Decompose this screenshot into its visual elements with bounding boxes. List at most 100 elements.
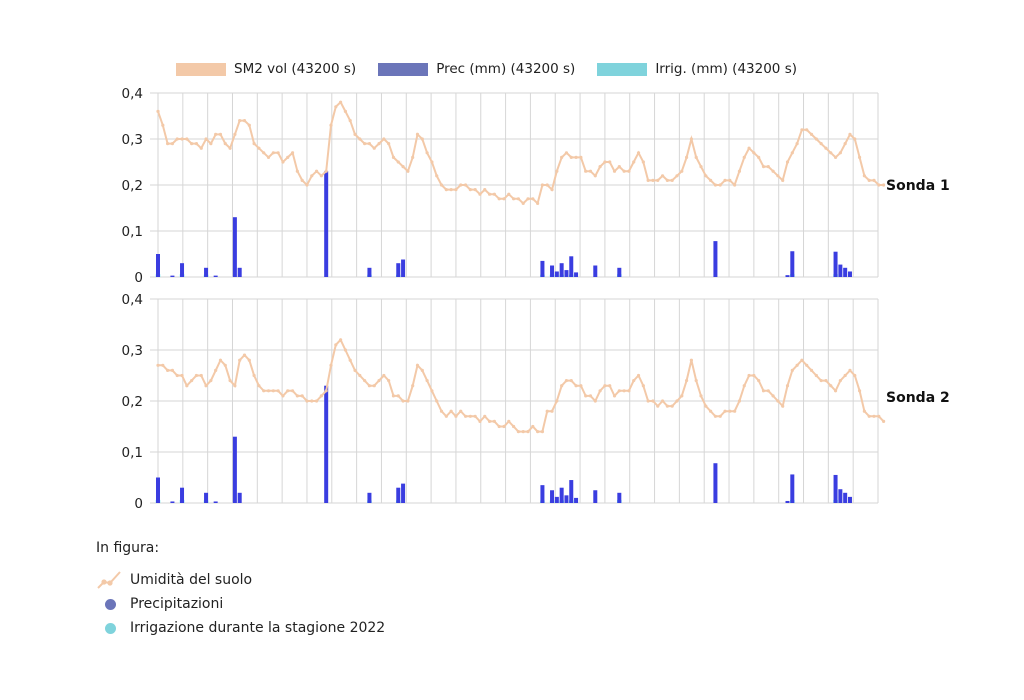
soil-moisture-point bbox=[487, 192, 492, 196]
soil-moisture-point bbox=[228, 379, 232, 383]
soil-moisture-point bbox=[718, 183, 722, 187]
soil-moisture-point bbox=[660, 174, 665, 178]
soil-moisture-point bbox=[406, 169, 410, 173]
soil-moisture-point bbox=[377, 142, 381, 146]
soil-moisture-point bbox=[877, 183, 881, 187]
precipitation-bar bbox=[838, 264, 843, 277]
soil-moisture-point bbox=[252, 373, 256, 378]
dot-icon bbox=[96, 594, 124, 614]
soil-moisture-point bbox=[468, 414, 472, 418]
precipitation-bar bbox=[367, 492, 372, 503]
precipitation-bar bbox=[617, 492, 622, 503]
figure-key-label-irrig: Irrigazione durante la stagione 2022 bbox=[130, 620, 386, 636]
soil-moisture-point bbox=[584, 394, 588, 398]
soil-moisture-point bbox=[853, 137, 857, 141]
soil-moisture-point bbox=[761, 165, 766, 169]
soil-moisture-point bbox=[848, 132, 852, 136]
soil-moisture-point bbox=[223, 142, 227, 146]
soil-moisture-point bbox=[531, 197, 535, 201]
soil-moisture-point bbox=[487, 419, 492, 423]
soil-moisture-point bbox=[156, 363, 160, 367]
soil-moisture-point bbox=[334, 105, 338, 109]
soil-moisture-point bbox=[218, 132, 223, 136]
soil-moisture-point bbox=[694, 155, 698, 159]
soil-moisture-point bbox=[526, 430, 530, 434]
precipitation-bar bbox=[180, 487, 185, 503]
soil-moisture-point bbox=[199, 146, 203, 150]
soil-moisture-point bbox=[295, 169, 299, 173]
soil-moisture-line bbox=[158, 338, 885, 433]
figure-key: In figura: Umidità del suolo Precipitazi… bbox=[96, 540, 385, 640]
soil-moisture-point bbox=[684, 379, 689, 383]
soil-moisture-point bbox=[680, 394, 684, 398]
y-tick-label: 0,4 bbox=[122, 86, 143, 102]
soil-moisture-point bbox=[833, 155, 838, 159]
soil-moisture-point bbox=[665, 178, 669, 182]
soil-moisture-point bbox=[439, 409, 444, 413]
soil-moisture-point bbox=[401, 399, 405, 403]
soil-moisture-point bbox=[704, 174, 708, 178]
soil-moisture-point bbox=[848, 368, 852, 372]
soil-moisture-point bbox=[257, 384, 261, 388]
y-tick-label: 0 bbox=[134, 496, 143, 512]
precipitation-bar bbox=[785, 275, 790, 277]
precipitation-bar bbox=[790, 251, 795, 277]
precipitation-bar bbox=[540, 485, 545, 503]
soil-moisture-point bbox=[526, 197, 530, 201]
soil-moisture-point bbox=[713, 183, 718, 187]
line-dot-icon bbox=[96, 570, 124, 590]
soil-moisture-point bbox=[204, 384, 208, 388]
soil-moisture-point bbox=[867, 178, 871, 182]
precipitation-bar bbox=[401, 259, 406, 277]
soil-moisture-point bbox=[247, 358, 251, 362]
soil-moisture-point bbox=[483, 188, 487, 192]
soil-moisture-point bbox=[343, 109, 348, 113]
soil-moisture-point bbox=[305, 399, 309, 403]
soil-moisture-point bbox=[276, 151, 280, 155]
soil-moisture-point bbox=[415, 363, 420, 367]
soil-moisture-point bbox=[329, 363, 333, 367]
soil-moisture-point bbox=[262, 151, 266, 155]
soil-moisture-point bbox=[766, 389, 770, 393]
soil-moisture-point bbox=[882, 183, 886, 187]
soil-moisture-point bbox=[363, 142, 367, 146]
soil-moisture-point bbox=[737, 399, 742, 403]
figure-key-label-precip: Precipitazioni bbox=[130, 596, 224, 612]
precipitation-bar bbox=[204, 492, 209, 503]
soil-moisture-point bbox=[463, 183, 468, 187]
precipitation-bar bbox=[559, 487, 564, 503]
soil-moisture-point bbox=[622, 389, 626, 393]
irrig-swatch bbox=[597, 62, 648, 76]
soil-moisture-point bbox=[747, 146, 751, 150]
soil-moisture-point bbox=[800, 128, 804, 132]
soil-moisture-point bbox=[622, 169, 626, 173]
soil-moisture-point bbox=[766, 165, 770, 169]
soil-moisture-point bbox=[367, 384, 372, 388]
soil-moisture-point bbox=[276, 389, 280, 393]
precipitation-bar bbox=[617, 267, 622, 277]
soil-moisture-point bbox=[459, 183, 463, 187]
soil-moisture-point bbox=[454, 414, 458, 418]
soil-moisture-point bbox=[752, 151, 756, 155]
soil-moisture-point bbox=[588, 394, 593, 398]
soil-moisture-point bbox=[574, 384, 578, 388]
y-tick-label: 0,3 bbox=[122, 132, 143, 148]
soil-moisture-point bbox=[238, 358, 242, 362]
soil-moisture-point bbox=[271, 151, 275, 155]
soil-moisture-point bbox=[723, 178, 727, 182]
soil-moisture-point bbox=[507, 192, 511, 196]
soil-moisture-point bbox=[363, 379, 367, 383]
soil-moisture-point bbox=[372, 146, 376, 150]
panel-label-sonda-2: Sonda 2 bbox=[886, 390, 950, 406]
precipitation-bar bbox=[367, 267, 372, 277]
soil-moisture-point bbox=[723, 409, 727, 413]
soil-moisture-point bbox=[646, 178, 650, 182]
soil-moisture-point bbox=[584, 169, 588, 173]
soil-moisture-point bbox=[593, 174, 597, 178]
soil-moisture-point bbox=[776, 174, 780, 178]
soil-moisture-point bbox=[300, 394, 304, 398]
precipitation-bar bbox=[593, 265, 598, 277]
soil-moisture-point bbox=[728, 178, 732, 182]
soil-moisture-point bbox=[449, 188, 453, 192]
soil-moisture-point bbox=[281, 394, 285, 398]
